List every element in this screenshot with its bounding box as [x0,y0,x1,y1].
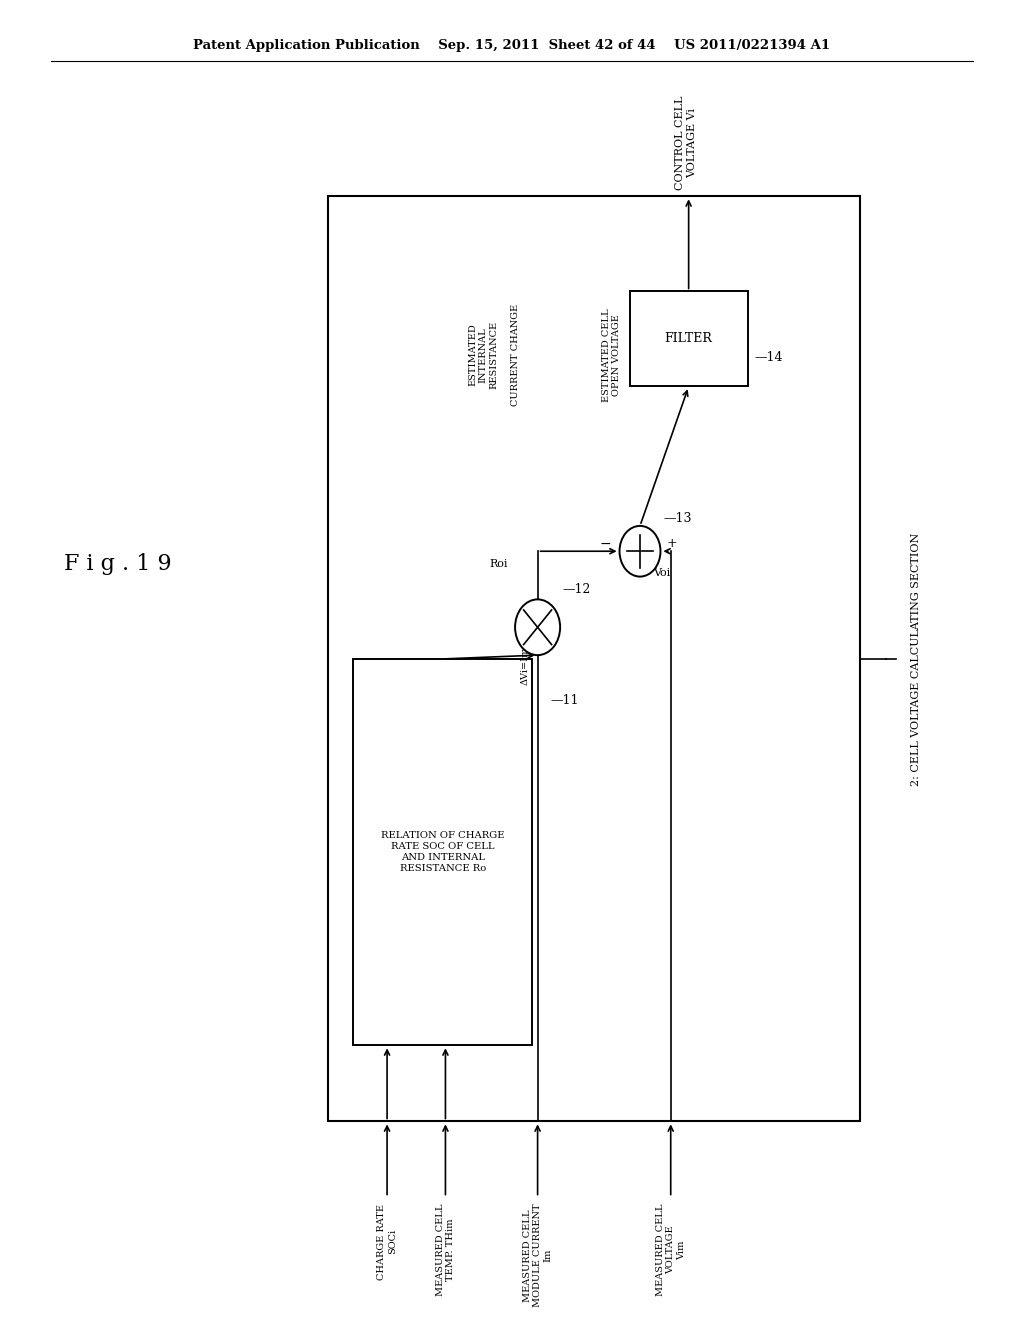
Text: MEASURED CELL
VOLTAGE
Vim: MEASURED CELL VOLTAGE Vim [655,1204,686,1296]
Text: Patent Application Publication    Sep. 15, 2011  Sheet 42 of 44    US 2011/02213: Patent Application Publication Sep. 15, … [194,40,830,51]
Text: 2: CELL VOLTAGE CALCULATING SECTION: 2: CELL VOLTAGE CALCULATING SECTION [911,532,922,785]
Text: MEASURED CELL
TEMP. THim: MEASURED CELL TEMP. THim [436,1204,455,1296]
Text: Roi: Roi [489,558,508,569]
Text: ESTIMATED
INTERNAL
RESISTANCE: ESTIMATED INTERNAL RESISTANCE [468,321,499,389]
Bar [328,197,860,1122]
Text: —13: —13 [664,512,692,524]
Bar [630,292,748,387]
Circle shape [515,599,560,655]
Text: RELATION OF CHARGE
RATE SOC OF CELL
AND INTERNAL
RESISTANCE Ro: RELATION OF CHARGE RATE SOC OF CELL AND … [381,832,505,874]
Text: −: − [600,537,611,550]
Text: CHARGE RATE
SOCi: CHARGE RATE SOCi [378,1204,396,1280]
Text: +: + [667,537,677,550]
Text: —14: —14 [755,351,783,364]
Text: ESTIMATED CELL
OPEN VOLTAGE: ESTIMATED CELL OPEN VOLTAGE [602,308,621,401]
Text: F i g . 1 9: F i g . 1 9 [63,553,172,576]
Text: —12: —12 [562,582,591,595]
Text: CURRENT CHANGE: CURRENT CHANGE [511,304,519,405]
Text: FILTER: FILTER [665,333,713,346]
Text: Voi: Voi [653,568,671,578]
Circle shape [620,525,660,577]
Text: MEASURED CELL
MODULE CURRENT
Im: MEASURED CELL MODULE CURRENT Im [522,1204,553,1308]
Text: ΔVi=Im×Roi: ΔVi=Im×Roi [521,622,529,685]
Text: CONTROL CELL
VOLTAGE Vi: CONTROL CELL VOLTAGE Vi [675,96,697,190]
Bar [353,659,532,1045]
Text: —11: —11 [551,694,580,708]
